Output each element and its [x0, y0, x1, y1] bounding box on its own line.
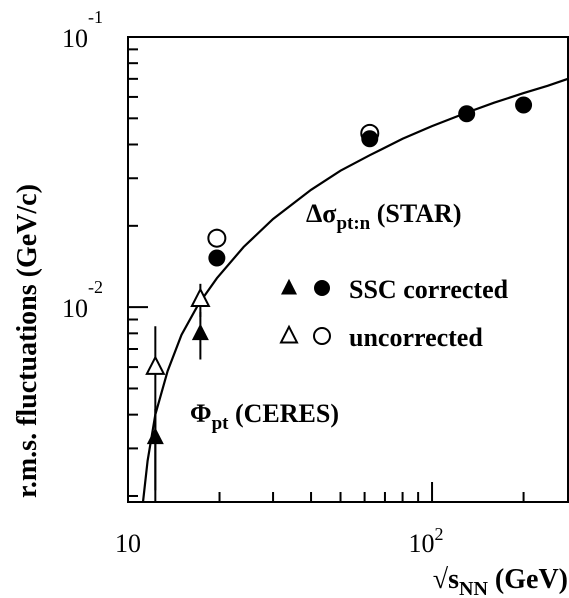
y-tick-label-exponent: -1: [88, 7, 103, 27]
filled-triangle-point: [191, 323, 209, 341]
y-tick-label-exponent: -2: [88, 277, 103, 297]
x-tick-label: 10: [115, 529, 141, 558]
x-tick-label: 102: [409, 524, 444, 558]
filled-circle-point: [515, 96, 533, 114]
legend-label: SSC corrected: [349, 275, 509, 304]
y-tick-label-base: 10: [62, 24, 88, 53]
filled-circle-point: [458, 105, 476, 123]
y-tick-label-base: 10: [62, 294, 88, 323]
legend-entry: SSC corrected: [281, 275, 509, 304]
legend-layer: SSC corrected uncorrected: [279, 275, 509, 352]
points-layer: [145, 96, 533, 502]
y-tick-label: 10-1: [62, 7, 103, 53]
y-tick-label: 10-2: [62, 277, 103, 323]
star-annotation-prefix: Δσ: [306, 199, 336, 228]
x-tick-label-base: 10: [115, 529, 141, 558]
star-annotation-subscript: pt:n: [336, 213, 370, 234]
x-axis-title-prefix: √s: [433, 564, 459, 595]
ceres-annotation-prefix: Φ: [190, 399, 212, 428]
legend-open-circle-marker: [313, 327, 331, 345]
filled-circle-point: [208, 249, 226, 267]
legend-entry: uncorrected: [279, 323, 483, 352]
x-axis-title: √sNN (GeV): [433, 564, 568, 598]
legend-label: uncorrected: [349, 323, 483, 352]
star-annotation: Δσpt:n (STAR): [306, 199, 462, 234]
x-tick-label-exponent: 2: [435, 524, 444, 544]
x-tick-label-base: 10: [409, 529, 435, 558]
plot-frame: [127, 36, 569, 503]
open-circle-point: [207, 228, 227, 248]
filled-circle-point: [361, 130, 379, 148]
ceres-annotation-subscript: pt: [212, 413, 230, 434]
star-annotation-suffix: (STAR): [370, 199, 461, 228]
fit-curve: [141, 77, 568, 502]
y-axis-title: r.m.s. fluctuations (GeV/c): [12, 184, 43, 498]
open-triangle-point: [190, 287, 211, 308]
legend-filled-circle-marker: [314, 280, 330, 296]
ticks-layer: [127, 36, 525, 502]
x-axis-title-suffix: (GeV): [488, 564, 568, 595]
curve-layer: [141, 77, 568, 502]
x-axis-title-subscript: NN: [459, 578, 488, 598]
legend-filled-triangle-marker: [281, 278, 297, 295]
legend-open-triangle-marker: [279, 324, 299, 344]
filled-triangle-point: [146, 427, 164, 445]
open-triangle-point: [145, 355, 166, 375]
ceres-annotation-suffix: (CERES): [228, 399, 339, 428]
ceres-annotation: Φpt (CERES): [190, 399, 339, 434]
